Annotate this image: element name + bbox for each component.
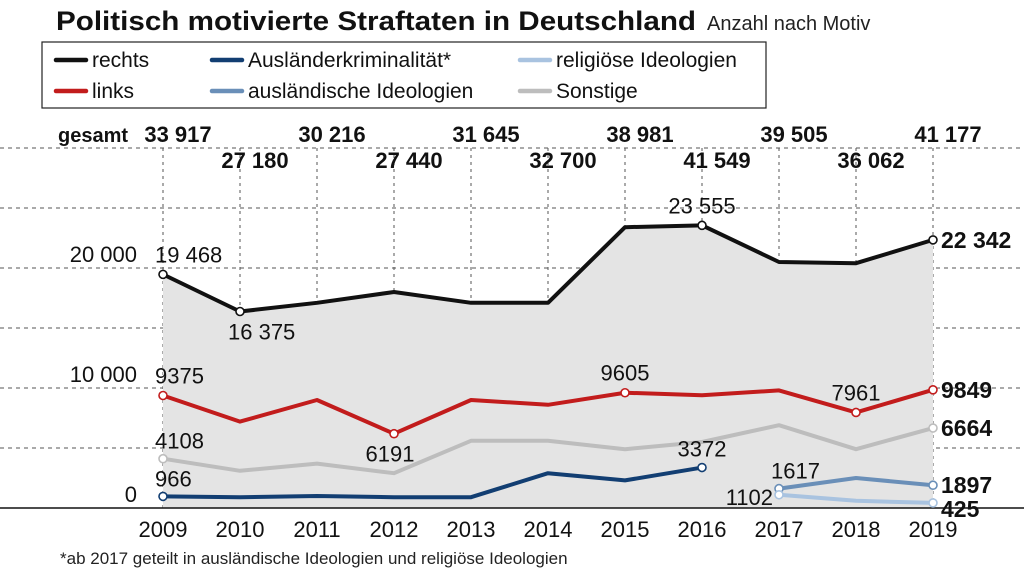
total-label: 31 645 [452,122,519,147]
data-point-auslaenderkriminalitaet [697,462,707,473]
data-label-rechts: 22 342 [941,227,1011,253]
data-label-links: 9849 [941,377,992,403]
series-line-links [161,387,935,436]
total-label: 41 177 [914,122,981,147]
total-label: 33 917 [144,122,211,147]
chart-subtitle: Anzahl nach Motiv [707,13,870,35]
data-point-rechts [235,306,245,317]
footnote: *ab 2017 geteilt in ausländische Ideolog… [60,549,568,568]
area-rechts [163,225,933,508]
x-tick-label: 2019 [909,517,958,542]
total-label: 27 180 [221,148,288,173]
data-label-sonstige: 4108 [155,429,204,454]
data-label-links: 6191 [366,442,415,467]
chart-title: Politisch motivierte Straftaten in Deuts… [56,6,696,36]
data-label-rechts: 19 468 [155,242,222,267]
legend-label-religioese: religiöse Ideologien [556,49,737,72]
legend: rechts links Ausländerkriminalität* ausländ… [41,41,767,109]
x-tick-label: 2009 [139,517,188,542]
x-tick-label: 2018 [832,517,881,542]
totals-label: gesamt [58,125,128,147]
series-line-sonstige [161,423,935,476]
data-point-links [851,407,861,418]
data-label-auslaendische: 1617 [771,459,820,484]
data-point-religioese [928,498,938,508]
data-point-links [620,387,630,398]
data-label-religioese: 425 [941,496,980,522]
y-tick-label: 10 000 [70,362,137,387]
x-tick-label: 2011 [293,517,340,542]
x-tick-label: 2014 [524,517,573,542]
data-point-rechts [697,220,707,231]
y-tick-label: 20 000 [70,242,137,267]
plot-area: 0 10 000 20 000 2009 2010 2011 2012 2013 2014 201… [0,122,1024,542]
data-label-religioese: 1102 [726,485,773,510]
total-label: 38 981 [606,122,673,147]
series-line-auslaendische [777,476,935,491]
legend-label-auslaenderkriminalitaet: Ausländerkriminalität* [248,49,451,72]
series-line-auslaenderkriminalitaet [161,465,704,500]
x-tick-label: 2017 [755,517,804,542]
series-line-rechts [161,223,935,314]
data-label-auslaenderkriminalitaet: 966 [155,466,192,491]
data-label-links: 9605 [601,361,650,386]
x-tick-label: 2012 [370,517,419,542]
x-tick-label: 2016 [678,517,727,542]
data-label-auslaendische: 1897 [941,472,992,498]
data-point-links [928,385,938,395]
data-label-links: 7961 [832,380,881,405]
data-label-rechts: 23 555 [668,193,735,218]
series-line-religioese [777,492,935,505]
data-point-links [158,390,168,401]
data-point-rechts [928,235,938,245]
total-label: 27 440 [375,148,442,173]
y-tick-label: 0 [125,482,137,507]
data-point-religioese [774,489,784,500]
legend-label-auslaendische: ausländische Ideologien [248,80,473,103]
legend-label-rechts: rechts [92,49,149,72]
data-point-auslaendische [928,480,938,491]
x-tick-label: 2013 [447,517,496,542]
data-point-auslaenderkriminalitaet [158,491,168,502]
data-point-links [389,428,399,439]
data-point-sonstige [928,423,938,433]
x-tick-label: 2010 [216,517,265,542]
legend-label-sonstige: Sonstige [556,80,638,103]
total-label: 39 505 [760,122,827,147]
data-label-rechts: 16 375 [228,320,295,345]
total-label: 41 549 [683,148,750,173]
data-label-sonstige: 6664 [941,415,992,441]
data-label-auslaenderkriminalitaet: 3372 [678,437,727,462]
data-label-links: 9375 [155,364,204,389]
total-label: 32 700 [529,148,596,173]
x-tick-label: 2015 [601,517,650,542]
legend-label-links: links [92,80,134,103]
total-label: 36 062 [837,148,904,173]
total-label: 30 216 [298,122,365,147]
legend-box [41,41,767,109]
data-point-rechts [158,269,168,280]
data-point-sonstige [158,453,168,464]
